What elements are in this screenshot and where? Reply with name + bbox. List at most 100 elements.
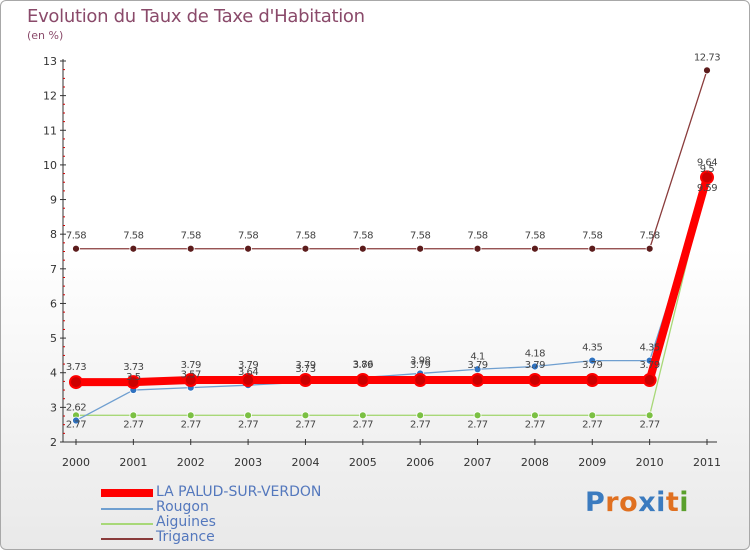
data-label: 2.77 <box>525 419 545 430</box>
legend-label-la-palud: LA PALUD-SUR-VERDON <box>156 484 322 500</box>
y-tick-label: 3 <box>50 401 57 414</box>
data-label: 3.73 <box>295 364 315 375</box>
logo-letter: i <box>679 487 690 518</box>
data-point <box>72 416 80 425</box>
legend-item-aiguines[interactable]: Aiguines <box>101 514 361 531</box>
legend-label-trigance: Trigance <box>156 529 215 545</box>
data-label: 3.79 <box>525 360 545 371</box>
legend-item-rougon[interactable]: Rougon <box>101 499 361 516</box>
x-tick-label: 2000 <box>62 456 90 469</box>
logo-letter: P <box>585 487 606 518</box>
x-tick-label: 2004 <box>291 456 319 469</box>
data-label: 2.77 <box>467 419 487 430</box>
data-point <box>473 365 482 374</box>
legend-label-rougon: Rougon <box>156 499 209 515</box>
data-label: 7.58 <box>353 231 373 242</box>
data-point <box>473 244 482 253</box>
data-label: 7.58 <box>295 231 315 242</box>
data-label: 7.58 <box>123 231 143 242</box>
data-point <box>186 244 195 253</box>
data-label: 3.79 <box>353 360 373 371</box>
x-tick-label: 2005 <box>349 456 377 469</box>
data-point <box>588 411 597 420</box>
logo-letter: o <box>619 487 639 518</box>
data-label: 7.58 <box>525 231 545 242</box>
x-tick-label: 2002 <box>177 456 205 469</box>
unit-label: (en %) <box>27 29 64 42</box>
x-tick-label: 2008 <box>521 456 549 469</box>
x-tick-label: 2001 <box>119 456 147 469</box>
data-label: 3.73 <box>66 362 86 373</box>
x-tick-label: 2009 <box>578 456 606 469</box>
legend-swatch-trigance <box>101 538 153 540</box>
data-point <box>129 411 138 420</box>
series-line-3 <box>76 70 708 250</box>
data-point <box>301 244 310 253</box>
x-tick-label: 2010 <box>636 456 664 469</box>
data-label: 3.79 <box>640 360 660 371</box>
legend: LA PALUD-SUR-VERDON Rougon Aiguines Trig… <box>101 484 361 546</box>
data-point <box>183 373 198 388</box>
y-tick-label: 11 <box>43 124 57 137</box>
series-line-2 <box>76 178 708 416</box>
series-line-1 <box>75 182 708 422</box>
data-point <box>642 373 657 388</box>
data-label: 7.58 <box>640 231 660 242</box>
y-tick-label: 4 <box>50 367 57 380</box>
data-point <box>72 244 80 253</box>
data-point <box>358 411 367 420</box>
data-label: 7.58 <box>582 231 602 242</box>
data-point <box>358 244 367 253</box>
data-point <box>416 244 425 253</box>
data-label: 3.64 <box>238 367 258 378</box>
x-tick-label: 2011 <box>693 456 721 469</box>
data-label: 2.77 <box>238 419 258 430</box>
legend-item-la-palud[interactable]: LA PALUD-SUR-VERDON <box>101 484 361 501</box>
data-label: 7.58 <box>66 231 86 242</box>
data-point <box>470 373 485 388</box>
data-label: 9.59 <box>697 183 717 194</box>
chart-title: Evolution du Taux de Taxe d'Habitation <box>27 6 365 27</box>
data-label: 3.86 <box>353 360 373 371</box>
data-label: 2.77 <box>295 419 315 430</box>
data-label: 2.62 <box>66 403 86 414</box>
legend-swatch-rougon <box>101 508 153 510</box>
data-label: 9.5 <box>700 164 715 175</box>
data-point <box>244 411 252 420</box>
x-tick-label: 2003 <box>234 456 262 469</box>
legend-swatch-aiguines <box>101 523 153 525</box>
data-label: 3.79 <box>582 360 602 371</box>
data-point <box>244 244 252 253</box>
data-point <box>645 411 654 420</box>
data-label: 2.77 <box>123 419 143 430</box>
data-point <box>301 411 310 420</box>
legend-label-aiguines: Aiguines <box>156 514 216 530</box>
data-label: 3.79 <box>467 360 487 371</box>
data-label: 2.77 <box>582 419 602 430</box>
data-label: 3.79 <box>238 360 258 371</box>
x-tick-label: 2007 <box>464 456 492 469</box>
data-point <box>700 170 714 185</box>
data-label: 3.79 <box>410 360 430 371</box>
y-tick-label: 12 <box>43 90 57 103</box>
data-point <box>588 356 597 365</box>
y-tick-label: 6 <box>50 297 57 310</box>
data-label: 9.64 <box>697 157 717 168</box>
data-point <box>413 373 428 388</box>
logo-letter: x <box>638 487 657 518</box>
data-label: 2.77 <box>640 419 660 430</box>
y-tick-label: 7 <box>50 263 57 276</box>
data-label: 3.79 <box>181 360 201 371</box>
logo-letter: r <box>605 487 620 518</box>
proxiti-logo: Proxiti <box>585 487 689 518</box>
y-tick-label: 10 <box>43 159 57 172</box>
x-tick-label: 2006 <box>406 456 434 469</box>
data-label: 3.79 <box>295 360 315 371</box>
y-tick-label: 8 <box>50 228 57 241</box>
data-label: 2.77 <box>181 419 201 430</box>
data-label: 2.77 <box>66 419 86 430</box>
legend-item-trigance[interactable]: Trigance <box>101 529 361 546</box>
series-line-0 <box>76 176 711 387</box>
data-label: 4.18 <box>525 348 545 359</box>
data-label: 7.58 <box>467 231 487 242</box>
